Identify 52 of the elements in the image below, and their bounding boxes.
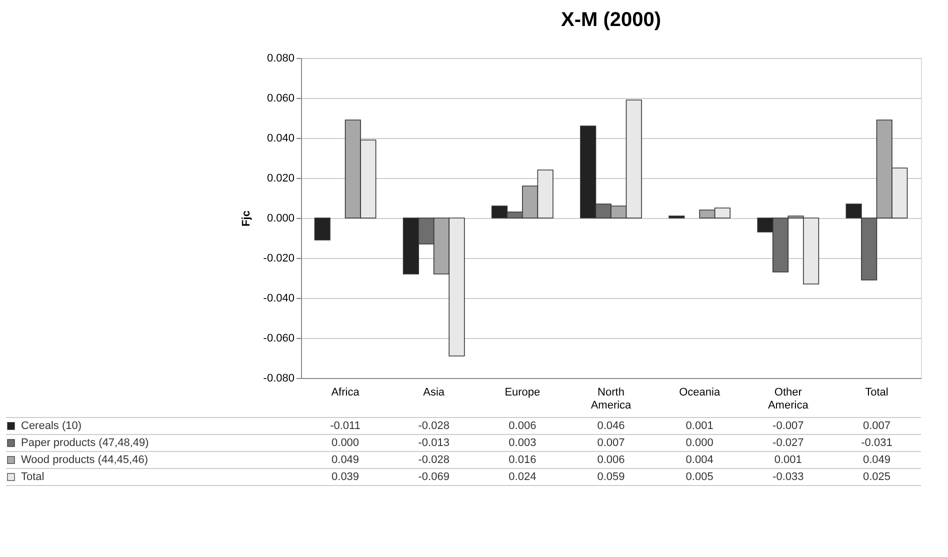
y-tick-label: -0.040 [263, 292, 294, 304]
y-axis-title: Fjc [240, 210, 252, 226]
x-tick-label: Other America [768, 386, 810, 412]
data-label: -0.069 [418, 471, 450, 483]
data-label: 0.049 [862, 454, 890, 466]
data-label: -0.033 [772, 471, 804, 483]
data-label: -0.031 [861, 437, 892, 449]
data-label: 0.016 [508, 454, 536, 466]
legend-label: Cereals (10) [21, 420, 82, 432]
data-label: 0.000 [332, 437, 360, 449]
data-label: -0.027 [772, 437, 804, 449]
data-label: 0.006 [597, 454, 625, 466]
data-label: 0.024 [508, 471, 536, 483]
data-label: -0.011 [330, 420, 360, 432]
data-label: -0.013 [418, 437, 450, 449]
data-label: -0.007 [772, 420, 804, 432]
y-tick-label: -0.020 [263, 252, 294, 264]
x-tick-label: Oceania [679, 386, 721, 398]
y-tick-label: 0.080 [266, 52, 294, 64]
data-label: -0.028 [418, 420, 450, 432]
data-label: -0.028 [418, 454, 450, 466]
data-label: 0.000 [686, 437, 714, 449]
data-label: 0.001 [774, 454, 802, 466]
data-label: 0.006 [508, 420, 536, 432]
bar [314, 218, 330, 240]
y-tick-label: -0.080 [263, 372, 294, 384]
data-label: 0.049 [332, 454, 360, 466]
y-tick-label: 0.060 [266, 92, 294, 104]
x-tick-label: Africa [331, 386, 360, 398]
legend-label: Total [21, 471, 44, 483]
data-label: 0.003 [508, 437, 536, 449]
bar [668, 216, 685, 218]
data-label: 0.025 [862, 471, 890, 483]
legend-label: Paper products (47,48,49) [21, 437, 149, 449]
data-label: 0.004 [686, 454, 714, 466]
data-label: 0.007 [597, 437, 625, 449]
data-label: 0.007 [862, 420, 890, 432]
y-tick-label: -0.060 [263, 332, 294, 344]
legend-label: Wood products (44,45,46) [21, 454, 148, 466]
y-tick-label: 0.020 [266, 172, 294, 184]
chart-title: X-M (2000) [560, 9, 662, 31]
x-tick-label: Total [865, 386, 888, 398]
x-tick-label: Europe [504, 386, 540, 398]
x-tick-label: Asia [423, 386, 446, 398]
y-tick-label: 0.000 [266, 212, 294, 224]
data-label: 0.005 [686, 471, 714, 483]
y-tick-label: 0.040 [266, 132, 294, 144]
data-label: 0.046 [597, 420, 625, 432]
x-tick-label: North America [590, 386, 632, 412]
data-label: 0.039 [332, 471, 360, 483]
data-label: 0.001 [686, 420, 714, 432]
data-label: 0.059 [597, 471, 625, 483]
